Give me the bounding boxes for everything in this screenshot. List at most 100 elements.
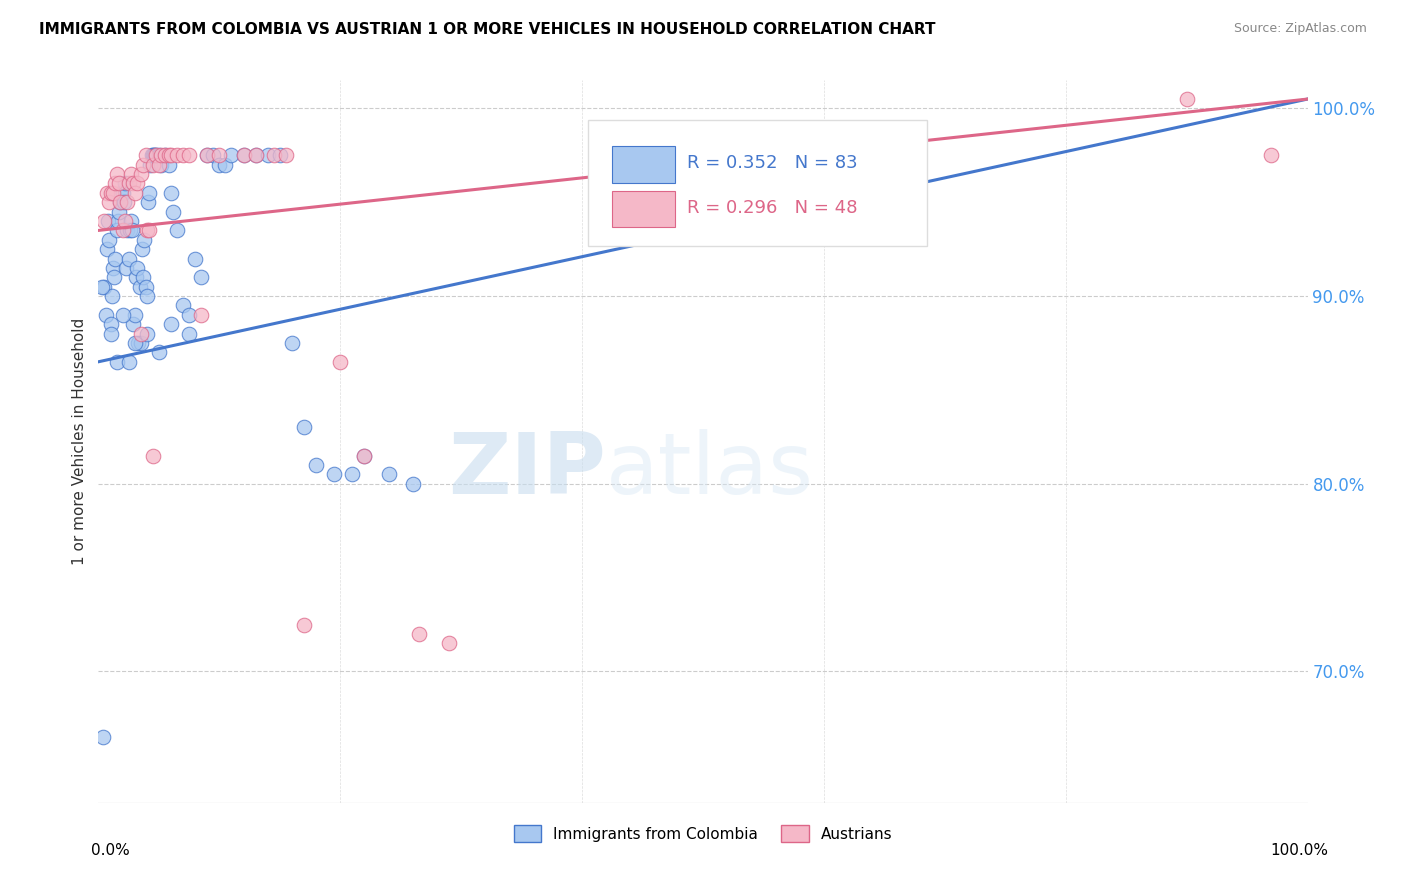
Point (136, 195, 159, 210)
Text: R = 0.352   N = 83: R = 0.352 N = 83 (688, 154, 858, 172)
Point (408, 627, 430, 641)
Point (114, 177, 136, 191)
Point (305, 458, 328, 472)
Point (232, 148, 254, 162)
Point (157, 158, 180, 172)
Point (93, 279, 115, 293)
Point (153, 148, 176, 162)
Point (120, 214, 142, 228)
Point (105, 167, 128, 181)
Point (135, 289, 157, 303)
Point (153, 148, 176, 162)
Text: R = 0.296   N = 48: R = 0.296 N = 48 (688, 199, 858, 217)
Point (111, 186, 134, 200)
Point (145, 148, 167, 162)
Point (124, 186, 146, 200)
Point (281, 336, 304, 351)
Text: Source: ZipAtlas.com: Source: ZipAtlas.com (1233, 22, 1367, 36)
Y-axis label: 1 or more Vehicles in Household: 1 or more Vehicles in Household (72, 318, 87, 566)
Point (118, 252, 141, 266)
Point (142, 449, 165, 463)
Point (377, 467, 399, 482)
Point (195, 148, 218, 162)
Point (166, 148, 188, 162)
Point (132, 270, 155, 285)
Point (172, 298, 194, 312)
Point (100, 318, 122, 332)
Point (122, 177, 145, 191)
Point (274, 148, 297, 162)
Point (221, 148, 243, 162)
Point (135, 223, 157, 237)
Point (127, 177, 149, 191)
Point (129, 167, 152, 181)
FancyBboxPatch shape (613, 191, 675, 227)
Point (100, 186, 122, 200)
Point (127, 260, 149, 275)
Point (110, 186, 132, 200)
Point (112, 195, 135, 210)
Point (342, 467, 364, 482)
Point (98, 233, 121, 247)
Point (103, 270, 125, 285)
FancyBboxPatch shape (588, 120, 927, 246)
Point (1260, 148, 1282, 162)
Point (208, 158, 231, 172)
Point (132, 158, 155, 172)
Point (107, 214, 129, 228)
Point (292, 617, 315, 632)
Point (97, 214, 120, 228)
Point (184, 252, 207, 266)
Point (437, 636, 460, 650)
Point (108, 204, 131, 219)
Point (157, 148, 180, 162)
Point (105, 223, 128, 237)
Text: ZIP: ZIP (449, 429, 606, 512)
Point (145, 148, 167, 162)
Point (135, 148, 157, 162)
Point (323, 467, 346, 482)
Point (118, 177, 141, 191)
Point (150, 158, 173, 172)
Point (256, 148, 278, 162)
Point (122, 318, 145, 332)
Point (111, 223, 134, 237)
Point (214, 158, 236, 172)
Point (143, 148, 166, 162)
Point (125, 270, 148, 285)
Point (96, 242, 118, 256)
Point (108, 195, 131, 210)
Point (142, 148, 165, 162)
Text: 0.0%: 0.0% (91, 843, 131, 858)
Point (179, 326, 201, 341)
Point (202, 148, 225, 162)
Point (127, 336, 149, 351)
Point (143, 148, 166, 162)
Point (162, 204, 184, 219)
Point (108, 177, 131, 191)
Point (179, 308, 201, 322)
Point (117, 223, 139, 237)
Point (402, 476, 425, 491)
Point (101, 260, 124, 275)
Point (269, 148, 291, 162)
Point (93, 214, 115, 228)
Point (91, 730, 114, 744)
Point (142, 158, 165, 172)
Point (148, 148, 170, 162)
Point (96, 186, 118, 200)
Point (160, 186, 183, 200)
Point (135, 279, 157, 293)
Point (148, 345, 170, 359)
Point (138, 186, 160, 200)
Point (263, 148, 285, 162)
Point (115, 260, 138, 275)
Point (114, 214, 136, 228)
Point (141, 148, 163, 162)
Point (292, 420, 315, 434)
Point (179, 148, 201, 162)
Point (353, 449, 375, 463)
Point (104, 252, 127, 266)
Point (195, 148, 218, 162)
Point (139, 158, 162, 172)
